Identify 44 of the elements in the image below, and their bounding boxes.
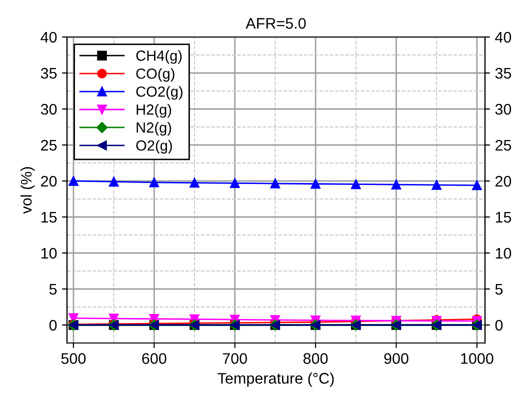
y2-tick-label: 15: [496, 212, 512, 223]
chart-title: AFR=5.0: [246, 18, 306, 29]
point: [270, 178, 280, 188]
x-tick-label: 500: [61, 353, 86, 364]
x-tick-label: 600: [142, 353, 166, 364]
legend-label: CO2(g): [136, 86, 182, 100]
point: [310, 179, 320, 189]
y-tick-label: 0: [49, 320, 57, 331]
legend-label: O2(g): [136, 140, 172, 154]
y-tick-label: 15: [41, 212, 57, 223]
y-tick-label: 20: [41, 176, 57, 187]
x-tick-label: 800: [303, 353, 328, 364]
point: [351, 179, 361, 190]
x-tick-label: 1000: [461, 353, 494, 364]
y-tick-label: 5: [49, 284, 57, 295]
y-tick-label: 10: [41, 248, 57, 259]
y2-tick-label: 30: [495, 104, 512, 115]
y-tick-label: 25: [41, 140, 57, 151]
x-tick-label: 900: [384, 353, 408, 364]
y2-tick-label: 0: [495, 320, 503, 331]
point: [472, 180, 482, 190]
point: [108, 176, 119, 187]
legend-label: CO(g): [136, 68, 174, 82]
point: [149, 178, 160, 188]
y2-tick-label: 10: [496, 248, 512, 259]
y-tick-label: 30: [40, 104, 57, 115]
y2-tick-label: 5: [495, 284, 503, 295]
x-tick-label: 700: [222, 353, 247, 364]
y2-tick-label: 20: [495, 176, 512, 187]
x-axis-title: Temperature (°C): [218, 372, 334, 387]
y2-tick-label: 35: [495, 68, 512, 79]
y-tick-label: 40: [40, 32, 57, 43]
legend-label: H2(g): [136, 104, 172, 118]
y-axis-title: vol (%): [20, 167, 35, 214]
point: [190, 178, 200, 188]
point: [68, 176, 78, 186]
point: [230, 178, 240, 188]
legend-label: CH4(g): [136, 50, 182, 64]
y-tick-label: 35: [40, 68, 57, 79]
legend-label: N2(g): [136, 122, 172, 136]
point: [391, 180, 402, 190]
point: [432, 180, 442, 190]
y2-tick-label: 40: [495, 32, 512, 43]
y2-tick-label: 25: [495, 140, 512, 151]
